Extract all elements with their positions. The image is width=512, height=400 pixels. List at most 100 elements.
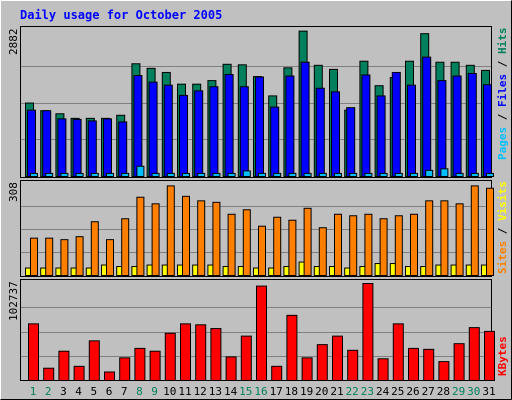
files-bar [239,86,249,177]
bars-kbytes [28,283,495,382]
files-bar [133,75,143,177]
sites-bar [273,216,282,277]
files-bar [209,86,219,177]
legend-visits: Visits [496,181,509,221]
files-bar [467,72,477,177]
legend-hits: Hits [496,28,509,55]
day-label: 27 [422,385,435,398]
day-label: 11 [178,385,191,398]
pages-bar [151,172,160,177]
files-bar [163,84,173,177]
sites-bar [303,207,312,276]
pages-bar [349,172,358,177]
sites-bar [349,215,358,276]
files-bar [422,56,432,177]
files-bar [194,90,204,177]
day-label: 29 [452,385,465,398]
ymax-label-1: 2882 [7,29,20,56]
day-label: 12 [194,385,207,398]
kbytes-bar [119,357,131,382]
legend-sep-2: / [496,54,509,74]
day-label: 14 [224,385,238,398]
sites-bar [470,185,479,277]
sites-bar [410,213,418,276]
pages-bar [242,170,251,177]
kbytes-bar [134,347,146,382]
pages-bar [75,172,84,177]
sites-bar [227,213,236,276]
files-bar [87,120,97,177]
day-label: 28 [437,385,450,398]
panel-sites-visits: 308 Sites / Visits [7,180,509,277]
files-bar [72,118,82,177]
sites-bar [425,200,434,276]
sites-bar [121,218,130,276]
pages-bar [273,172,282,177]
files-bar [118,121,128,177]
files-bar [391,71,401,177]
kbytes-bar [438,361,450,381]
day-label: 25 [391,385,404,398]
legend-files: Files [496,74,509,107]
files-bar [315,87,325,177]
day-label: 20 [315,385,328,398]
day-label: 6 [106,385,113,398]
kbytes-bar [88,340,100,381]
sites-bar [75,236,84,277]
sites-bar [166,185,175,277]
kbytes-bar [484,330,495,382]
sites-bar [151,203,160,276]
legend-kbytes: KBytes [496,336,509,376]
kbytes-bar [164,332,176,382]
pages-bar [182,172,190,177]
panel-pages-files-hits: 2882 Pages / Files / Hits [7,26,509,178]
day-label: 18 [285,385,298,398]
pages-bar [318,172,327,177]
ymax-label-3: 102737 [7,281,20,321]
pages-bar [364,172,373,177]
files-bar [437,80,447,177]
legend-sep-1: / [496,107,509,127]
sites-bar [379,218,388,276]
files-bar [255,76,264,177]
pages-bar [303,172,312,177]
bars-pages-files-hits [25,30,494,178]
kbytes-bar [286,314,298,381]
day-label: 8 [136,385,143,398]
day-label: 26 [406,385,419,398]
day-label: 1 [30,385,37,398]
day-label: 22 [346,385,359,398]
sites-bar [440,200,449,276]
pages-bar [440,168,449,177]
sites-bar [212,201,221,276]
sites-bar [182,195,190,277]
day-label: 2 [45,385,52,398]
files-bar [103,118,112,178]
x-axis-day-labels: 1 2 3 4 5 6 7 8 9 10 11 12 13 14 15 16 17 18 19 20 21 22 23 24 2… [30,385,496,398]
pages-bar [410,172,418,177]
kbytes-bar [347,349,359,381]
kbytes-bar [104,371,115,381]
kbytes-bar [423,348,435,381]
pages-bar [45,172,54,177]
kbytes-bar [362,283,374,381]
day-label: 15 [239,385,252,398]
kbytes-bar [210,328,222,381]
kbytes-bar [453,343,465,382]
kbytes-bar [58,350,70,381]
kbytes-bar [408,347,419,382]
day-label: 31 [482,385,495,398]
panel-kbytes: 102737 KBytes [7,279,509,382]
kbytes-bar [28,323,39,381]
kbytes-bar [316,344,328,381]
legend-pages-files-hits: Pages / Files / Hits [496,28,509,161]
files-bar [376,95,386,177]
pages-bar [288,172,297,177]
day-label: 24 [376,385,390,398]
sites-bar [60,239,69,276]
sites-bar [30,237,38,276]
sites-bar [455,203,464,276]
pages-bar [121,172,130,177]
